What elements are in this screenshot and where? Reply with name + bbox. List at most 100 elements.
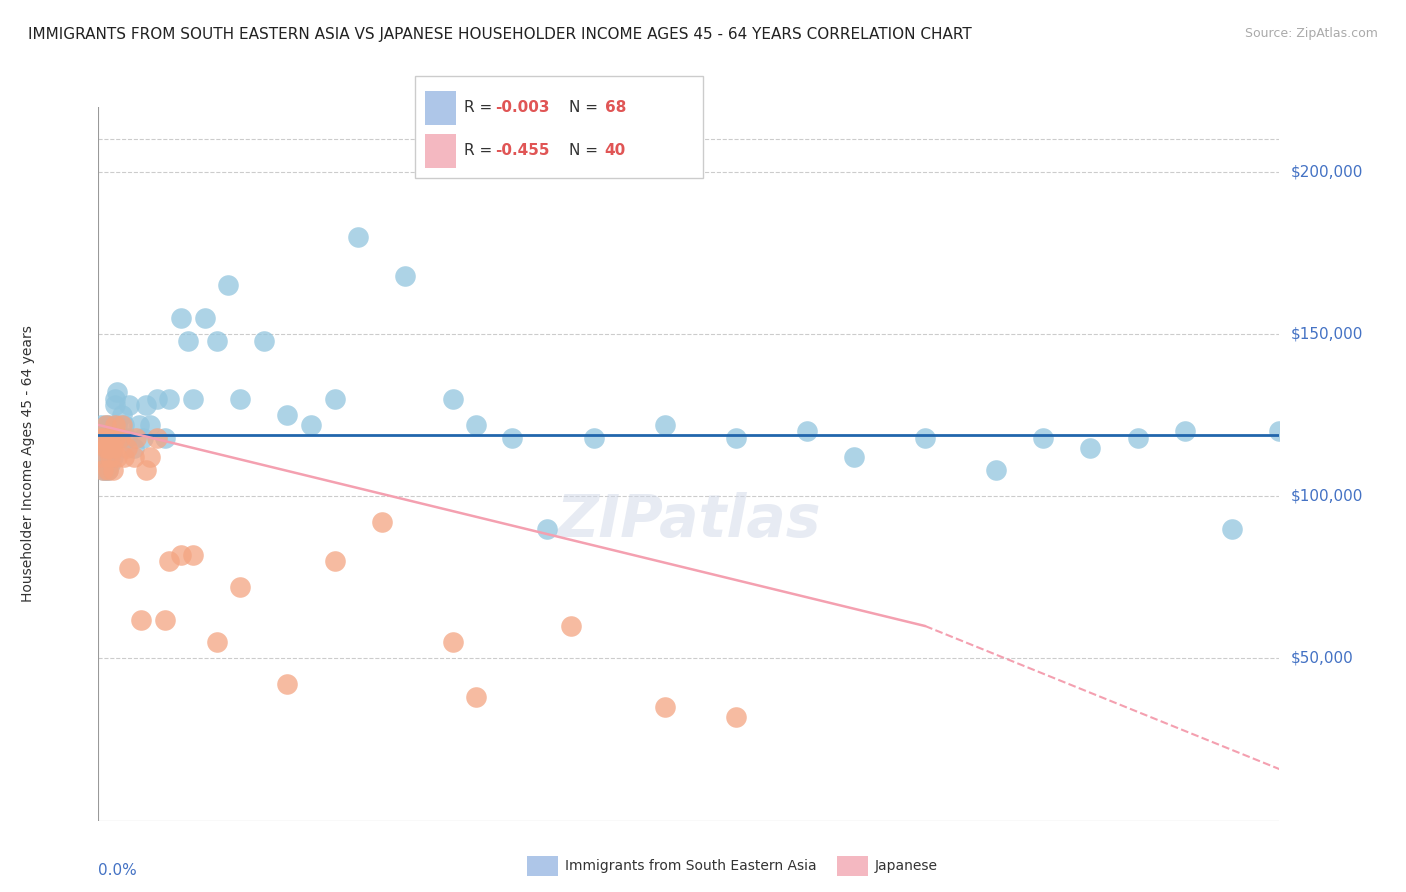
Point xyxy=(90,450,112,465)
Point xyxy=(91,431,114,445)
Point xyxy=(1174,425,1197,439)
Point xyxy=(1032,431,1054,445)
Point xyxy=(128,417,150,432)
Point xyxy=(98,417,121,432)
Point xyxy=(1080,441,1102,455)
Point xyxy=(115,431,138,445)
Point xyxy=(94,441,117,455)
Point xyxy=(122,441,145,455)
Point xyxy=(98,457,121,471)
Point xyxy=(914,431,936,445)
Point xyxy=(91,463,114,477)
Point xyxy=(94,417,117,432)
Point xyxy=(97,441,120,455)
Point xyxy=(229,392,252,406)
Text: ZIPatlas: ZIPatlas xyxy=(557,492,821,549)
Point xyxy=(129,613,152,627)
Point xyxy=(91,425,114,439)
Point xyxy=(98,450,121,465)
Point xyxy=(146,431,169,445)
Point xyxy=(181,392,204,406)
Point xyxy=(90,431,112,445)
Text: Immigrants from South Eastern Asia: Immigrants from South Eastern Asia xyxy=(565,859,817,873)
Point xyxy=(104,417,127,432)
Point xyxy=(465,417,488,432)
Point xyxy=(181,548,204,562)
Point xyxy=(91,441,114,455)
Point xyxy=(299,417,322,432)
Point xyxy=(101,463,124,477)
Text: -0.455: -0.455 xyxy=(495,144,550,158)
Point xyxy=(796,425,818,439)
Point xyxy=(323,554,346,568)
Point xyxy=(91,463,114,477)
Text: R =: R = xyxy=(464,101,498,115)
Point xyxy=(984,463,1007,477)
Point xyxy=(253,334,276,348)
Point xyxy=(94,450,117,465)
Point xyxy=(90,431,112,445)
Point xyxy=(153,613,176,627)
Point xyxy=(97,441,120,455)
Point xyxy=(90,417,112,432)
Point xyxy=(135,399,157,413)
Point xyxy=(323,392,346,406)
Point xyxy=(122,450,145,465)
Point xyxy=(465,690,488,705)
Text: N =: N = xyxy=(569,101,603,115)
Point xyxy=(139,450,162,465)
Text: $200,000: $200,000 xyxy=(1291,164,1362,179)
Point xyxy=(105,450,128,465)
Text: N =: N = xyxy=(569,144,603,158)
Point xyxy=(725,431,748,445)
Text: 0.0%: 0.0% xyxy=(98,863,138,879)
Point xyxy=(536,522,558,536)
Point xyxy=(139,417,162,432)
Point xyxy=(118,399,141,413)
Point xyxy=(1126,431,1149,445)
Point xyxy=(170,548,193,562)
Text: Source: ZipAtlas.com: Source: ZipAtlas.com xyxy=(1244,27,1378,40)
Point xyxy=(725,710,748,724)
Point xyxy=(97,431,120,445)
Point xyxy=(105,385,128,400)
Point xyxy=(205,334,228,348)
Point xyxy=(347,229,370,244)
Point xyxy=(146,392,169,406)
Point xyxy=(101,441,124,455)
Point xyxy=(132,431,155,445)
Text: $50,000: $50,000 xyxy=(1291,651,1354,666)
Point xyxy=(1220,522,1243,536)
Point xyxy=(276,677,298,691)
Point xyxy=(104,399,127,413)
Text: $150,000: $150,000 xyxy=(1291,326,1362,342)
Point xyxy=(108,431,131,445)
Point xyxy=(654,700,676,714)
Point xyxy=(194,310,217,325)
Text: R =: R = xyxy=(464,144,498,158)
Point xyxy=(111,408,134,422)
Point xyxy=(101,450,124,465)
Point xyxy=(177,334,200,348)
Point xyxy=(560,619,582,633)
Point xyxy=(101,431,124,445)
Point xyxy=(157,554,180,568)
Point xyxy=(97,463,120,477)
Point xyxy=(104,392,127,406)
Point xyxy=(111,417,134,432)
Text: IMMIGRANTS FROM SOUTH EASTERN ASIA VS JAPANESE HOUSEHOLDER INCOME AGES 45 - 64 Y: IMMIGRANTS FROM SOUTH EASTERN ASIA VS JA… xyxy=(28,27,972,42)
Point xyxy=(94,417,117,432)
Point xyxy=(501,431,523,445)
Point xyxy=(125,431,148,445)
Text: Householder Income Ages 45 - 64 years: Householder Income Ages 45 - 64 years xyxy=(21,326,35,602)
Point xyxy=(115,441,138,455)
Point xyxy=(157,392,180,406)
Text: 40: 40 xyxy=(605,144,626,158)
Point xyxy=(90,457,112,471)
Point xyxy=(118,560,141,574)
Point xyxy=(112,417,135,432)
Point xyxy=(217,278,239,293)
Point xyxy=(654,417,676,432)
Point xyxy=(98,441,121,455)
Point xyxy=(97,450,120,465)
